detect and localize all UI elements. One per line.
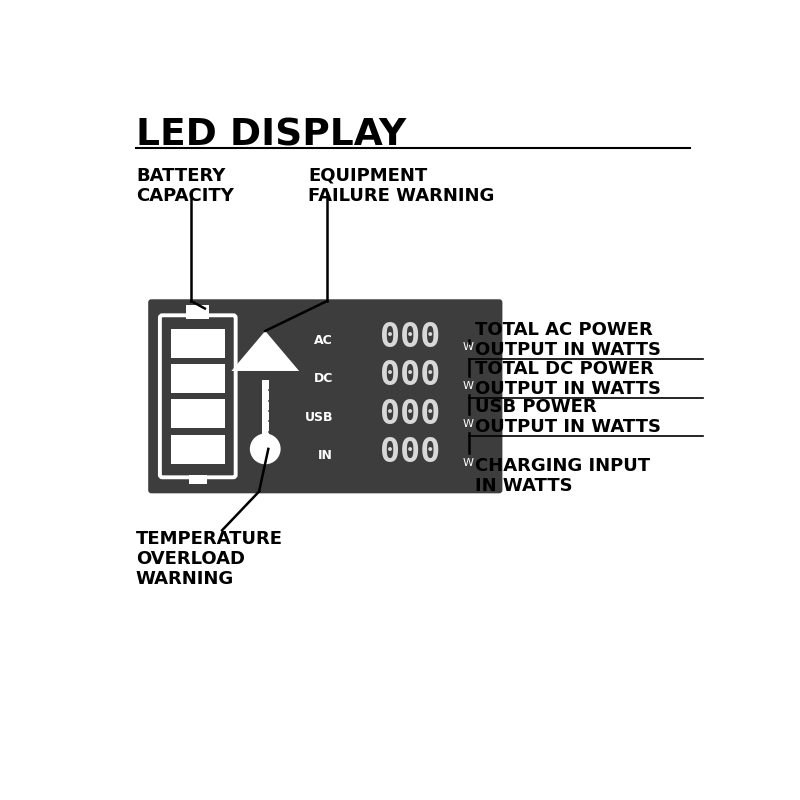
Bar	[186, 306, 209, 319]
Text: DC: DC	[314, 372, 333, 385]
Text: USB POWER
OUTPUT IN WATTS: USB POWER OUTPUT IN WATTS	[474, 398, 661, 436]
Text: 000: 000	[380, 436, 440, 469]
Text: CHARGING INPUT
IN WATTS: CHARGING INPUT IN WATTS	[474, 458, 650, 495]
FancyBboxPatch shape	[148, 299, 502, 494]
Text: 000: 000	[380, 398, 440, 430]
Text: W: W	[462, 342, 474, 353]
Bar	[171, 399, 225, 429]
Bar	[171, 329, 225, 358]
Text: TOTAL DC POWER
OUTPUT IN WATTS: TOTAL DC POWER OUTPUT IN WATTS	[474, 359, 661, 398]
Text: 000: 000	[380, 321, 440, 354]
Text: TEMPERATURE
OVERLOAD
WARNING: TEMPERATURE OVERLOAD WARNING	[136, 530, 283, 589]
Text: TOTAL AC POWER
OUTPUT IN WATTS: TOTAL AC POWER OUTPUT IN WATTS	[474, 321, 661, 359]
Text: 000: 000	[380, 359, 440, 392]
Circle shape	[250, 434, 281, 464]
Text: BATTERY
CAPACITY: BATTERY CAPACITY	[136, 167, 234, 205]
Bar	[171, 434, 225, 464]
Text: EQUIPMENT
FAILURE WARNING: EQUIPMENT FAILURE WARNING	[308, 167, 494, 205]
Text: AC: AC	[314, 334, 333, 346]
Bar	[189, 475, 206, 484]
Bar	[171, 364, 225, 394]
Bar	[262, 380, 269, 438]
Text: LED DISPLAY: LED DISPLAY	[136, 118, 406, 154]
Text: USB: USB	[305, 410, 333, 423]
Text: W: W	[462, 381, 474, 391]
Text: W: W	[462, 458, 474, 468]
Polygon shape	[231, 331, 299, 371]
Text: W: W	[462, 419, 474, 430]
Text: IN: IN	[318, 449, 333, 462]
